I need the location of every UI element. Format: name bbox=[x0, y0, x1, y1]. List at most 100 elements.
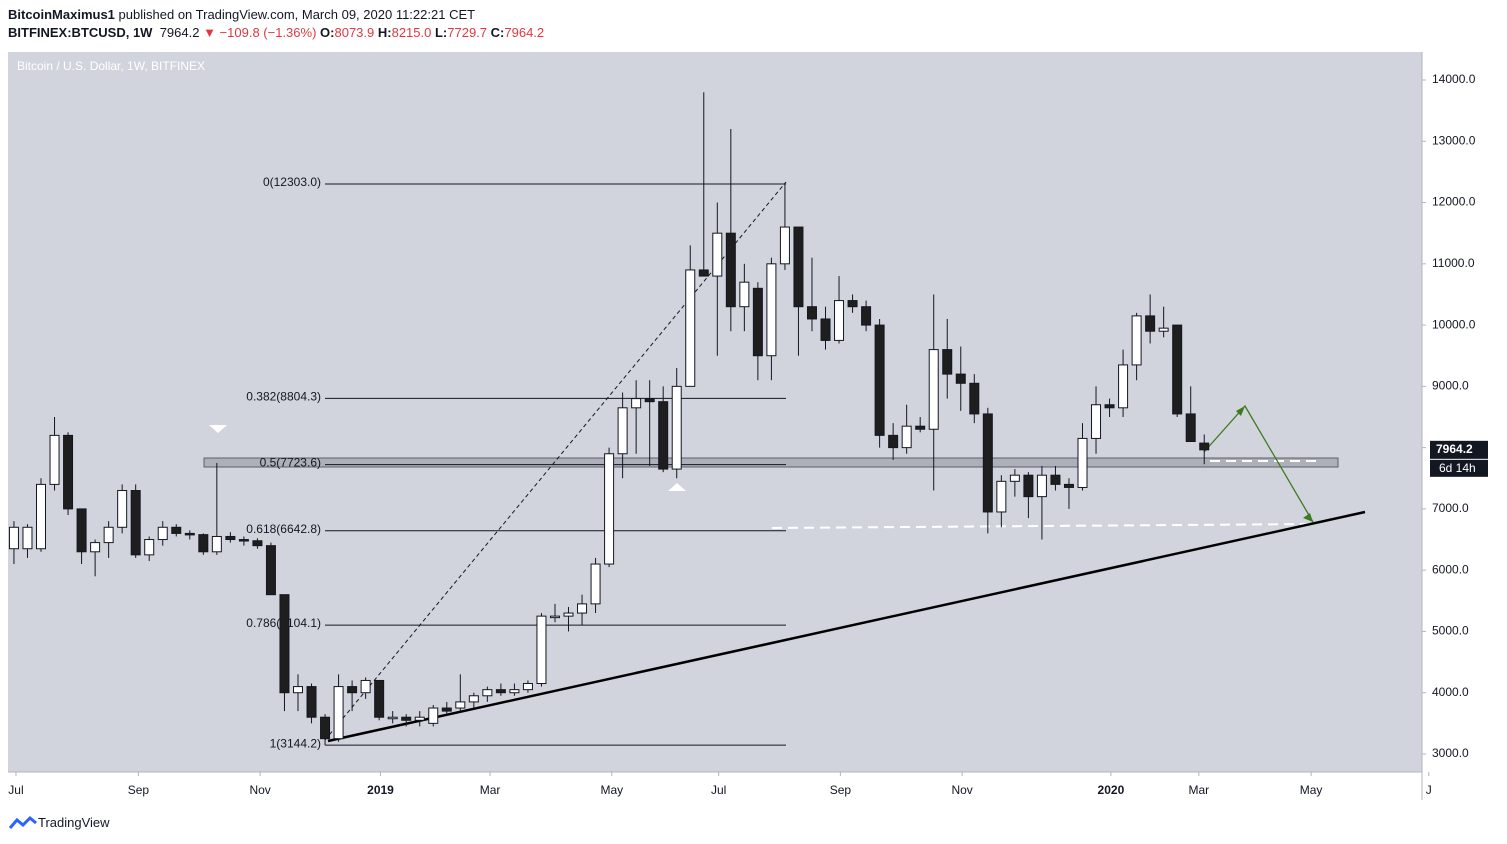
plot-area bbox=[8, 52, 1422, 772]
fib-label: 0.618(6642.8) bbox=[246, 522, 321, 536]
candle-body bbox=[996, 480, 1007, 513]
y-tick-label: 9000.0 bbox=[1432, 379, 1469, 393]
c-label: C: bbox=[490, 25, 505, 40]
candle-body bbox=[779, 226, 790, 265]
candle-body bbox=[604, 453, 615, 565]
publisher-line: BitcoinMaximus1 published on TradingView… bbox=[8, 6, 544, 24]
trend-line bbox=[327, 510, 1366, 743]
candle-body bbox=[374, 679, 385, 718]
chart-title: Bitcoin / U.S. Dollar, 1W, BITFINEX bbox=[17, 59, 205, 73]
candle-body bbox=[698, 269, 709, 277]
candle-body bbox=[1104, 404, 1115, 409]
candle-body bbox=[577, 603, 588, 614]
header: BitcoinMaximus1 published on TradingView… bbox=[8, 6, 544, 42]
candle-body bbox=[1091, 404, 1102, 439]
candle-body bbox=[265, 545, 276, 596]
candle-body bbox=[1185, 413, 1196, 443]
candle-body bbox=[725, 232, 736, 308]
candle-body bbox=[130, 490, 141, 556]
candle-body bbox=[644, 398, 655, 403]
candle-body bbox=[49, 434, 60, 485]
x-tick-label: Jul bbox=[8, 783, 23, 797]
x-tick-label: May bbox=[1300, 783, 1323, 797]
candle-body bbox=[509, 689, 520, 694]
candle-body bbox=[63, 434, 74, 510]
publisher: BitcoinMaximus1 bbox=[8, 7, 115, 22]
price-tag-label: 7964.2 bbox=[1436, 442, 1473, 456]
candle-body bbox=[752, 287, 763, 357]
candle-body bbox=[563, 612, 574, 617]
candle-body bbox=[347, 686, 358, 694]
y-tick-label: 5000.0 bbox=[1432, 624, 1469, 638]
candle-body bbox=[211, 535, 222, 553]
x-tick-label: Mar bbox=[1188, 783, 1209, 797]
candle-body bbox=[144, 539, 155, 556]
x-tick-label: Jul bbox=[711, 783, 726, 797]
candle-body bbox=[942, 349, 953, 375]
low: 7729.7 bbox=[447, 25, 488, 40]
candle-body bbox=[1118, 364, 1129, 409]
candle-body bbox=[1077, 437, 1088, 488]
candle-body bbox=[617, 407, 628, 455]
y-tick-label: 11000.0 bbox=[1432, 256, 1475, 270]
candle-body bbox=[820, 318, 831, 341]
x-axis-area bbox=[8, 772, 1422, 800]
candle-body bbox=[536, 615, 547, 685]
candle-body bbox=[198, 534, 209, 553]
x-tick-label: 2019 bbox=[367, 783, 394, 797]
candle-body bbox=[834, 300, 845, 341]
candle-body bbox=[1172, 324, 1183, 415]
candle-body bbox=[36, 483, 47, 550]
candle-body bbox=[766, 263, 777, 357]
y-tick-label: 6000.0 bbox=[1432, 562, 1469, 576]
candle-body bbox=[1063, 483, 1074, 488]
candle-body bbox=[1158, 327, 1169, 332]
candle-body bbox=[320, 716, 331, 740]
arrow-head bbox=[1303, 513, 1313, 522]
candle-body bbox=[455, 701, 466, 709]
o-label: O: bbox=[320, 25, 335, 40]
candle-body bbox=[387, 716, 398, 720]
candle-body bbox=[739, 281, 750, 308]
candle-body bbox=[238, 539, 249, 542]
candle-body bbox=[806, 306, 817, 320]
candle-body bbox=[631, 398, 642, 409]
footer-brand: TradingView bbox=[38, 815, 110, 830]
candle-body bbox=[1131, 315, 1142, 366]
candle-body bbox=[955, 373, 966, 384]
candle-body bbox=[901, 425, 912, 449]
x-tick-label: 2020 bbox=[1098, 783, 1125, 797]
x-tick-label: Nov bbox=[249, 783, 270, 797]
fib-label: 0.382(8804.3) bbox=[246, 390, 321, 404]
candle-body bbox=[8, 526, 19, 550]
candle-body bbox=[401, 716, 412, 721]
candle-body bbox=[685, 269, 696, 387]
candle-body bbox=[76, 508, 87, 553]
candle-body bbox=[861, 306, 872, 326]
change: ▼ −109.8 (−1.36%) bbox=[203, 25, 317, 40]
fib-label: 1(3144.2) bbox=[270, 736, 321, 750]
y-tick-label: 7000.0 bbox=[1432, 501, 1469, 515]
candle-body bbox=[793, 226, 804, 308]
x-tick-label: Mar bbox=[480, 783, 501, 797]
y-tick-label: 3000.0 bbox=[1432, 746, 1469, 760]
candle-body bbox=[225, 535, 236, 541]
candle-body bbox=[279, 594, 290, 694]
candle-body bbox=[414, 716, 425, 721]
candle-body bbox=[90, 542, 101, 553]
candle-body bbox=[252, 540, 263, 547]
candle-body bbox=[157, 526, 168, 541]
y-tick-label: 4000.0 bbox=[1432, 685, 1469, 699]
fib-label: 0.5(7723.6) bbox=[260, 456, 321, 470]
open: 8073.9 bbox=[334, 25, 375, 40]
candle-body bbox=[1145, 315, 1156, 332]
candle-body bbox=[482, 689, 493, 697]
candle-body bbox=[468, 695, 479, 703]
candle-body bbox=[915, 425, 926, 430]
support-zone bbox=[203, 457, 1339, 468]
candle-body bbox=[306, 686, 317, 718]
last-price: 7964.2 bbox=[159, 25, 200, 40]
candle-body bbox=[522, 683, 533, 691]
high: 8215.0 bbox=[391, 25, 432, 40]
